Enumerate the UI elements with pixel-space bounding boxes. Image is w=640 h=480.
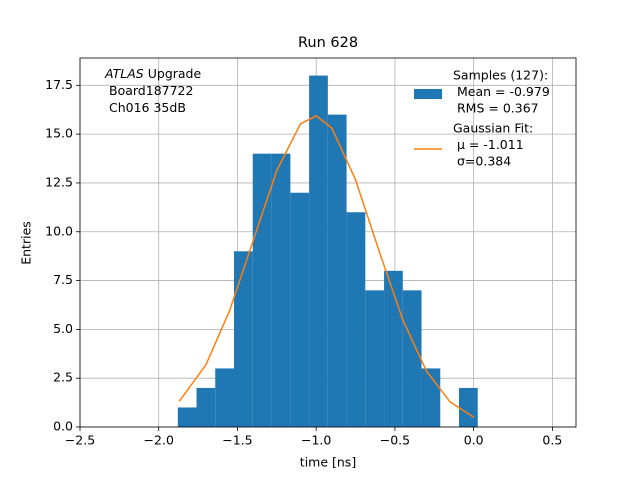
x-tick-label: −1.0 <box>301 433 331 448</box>
bar <box>309 75 328 428</box>
bar <box>252 153 272 427</box>
bar <box>365 290 385 427</box>
bar <box>177 407 197 427</box>
annotation-part: ATLAS <box>104 66 144 81</box>
legend-swatch <box>414 89 442 99</box>
legend-label: μ = -1.011 <box>457 137 524 152</box>
y-tick-label: 17.5 <box>45 77 73 92</box>
annotation-part: Ch016 35dB <box>109 100 186 115</box>
annotation: ATLAS Upgrade <box>104 66 201 81</box>
x-tick-label: −2.5 <box>65 433 95 448</box>
axes-frame <box>79 57 577 428</box>
x-tick-label: 0.5 <box>542 433 562 448</box>
bar <box>346 212 366 427</box>
legend-label: RMS = 0.367 <box>457 101 539 116</box>
annotation-part: Board187722 <box>109 83 193 98</box>
bar <box>290 192 310 427</box>
y-axis-label: Entries <box>19 221 34 265</box>
annotation-part: Upgrade <box>148 66 202 81</box>
bar <box>384 270 403 427</box>
y-tick-label: 0.0 <box>53 419 73 434</box>
fit-line <box>178 114 475 418</box>
y-tick-label: 2.5 <box>53 370 73 385</box>
chart-title: Run 628 <box>298 35 358 51</box>
bar <box>271 153 291 427</box>
legend-label: Mean = -0.979 <box>457 84 550 99</box>
y-tick-label: 12.5 <box>45 174 73 189</box>
bar <box>233 251 253 427</box>
legend-label: Gaussian Fit: <box>453 121 533 136</box>
y-tick-label: 7.5 <box>53 272 73 287</box>
x-tick-label: −2.0 <box>144 433 174 448</box>
x-tick-label: −0.5 <box>380 433 410 448</box>
y-tick-label: 10.0 <box>45 223 73 238</box>
legend-label: σ=0.384 <box>457 154 511 169</box>
y-tick-label: 5.0 <box>53 321 73 336</box>
annotation: Board187722 <box>109 83 193 98</box>
bar <box>402 290 422 427</box>
bar <box>327 114 347 427</box>
bar <box>196 387 216 427</box>
y-tick-label: 15.0 <box>45 126 73 141</box>
annotation: Ch016 35dB <box>109 100 186 115</box>
x-tick-label: −1.5 <box>222 433 252 448</box>
x-tick-label: 0.0 <box>464 433 484 448</box>
legend-label: Samples (127): <box>453 68 548 83</box>
bar <box>459 387 478 427</box>
bar <box>215 368 234 427</box>
x-axis-label: time [ns] <box>300 455 356 470</box>
